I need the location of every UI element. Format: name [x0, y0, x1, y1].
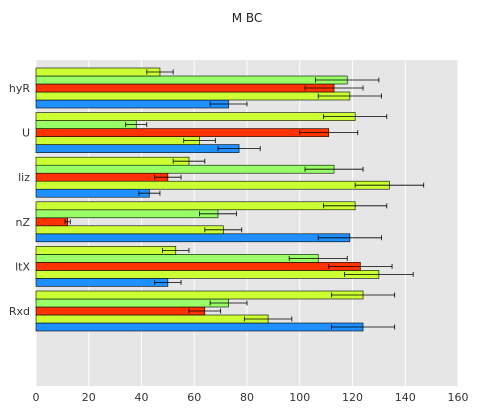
bar-Rxd-2: [35, 306, 206, 316]
x-tick-label-80: 80: [240, 391, 254, 404]
bar-nZ-4: [35, 201, 356, 211]
bar-ltX-0: [35, 278, 169, 287]
bar-Rxd-4: [35, 290, 364, 300]
x-axis-ticks: 0 20 40 60 80 100 120 140 160: [33, 391, 469, 404]
bar-Rxd-1: [35, 314, 269, 324]
x-tick-label-120: 120: [342, 391, 363, 404]
bar-ltX-3: [35, 254, 319, 263]
bar-U-4: [35, 112, 356, 121]
y-tick-label-Rxd: Rxd: [9, 305, 30, 318]
bar-hyR-3: [35, 75, 348, 85]
bar-U-1: [35, 136, 200, 145]
bar-hyR-1: [35, 91, 351, 101]
bar-hyR-4: [35, 67, 161, 77]
x-tick-label-40: 40: [135, 391, 149, 404]
y-tick-label-nZ: nZ: [15, 216, 30, 229]
bar-U-2: [35, 128, 330, 137]
bar-liz-2: [35, 172, 169, 182]
y-tick-label-U: U: [22, 127, 30, 140]
bar-U-0: [35, 144, 240, 153]
x-tick-label-160: 160: [448, 391, 469, 404]
bar-nZ-1: [35, 225, 224, 235]
x-tick-label-100: 100: [289, 391, 310, 404]
y-tick-label-ltX: ltX: [15, 260, 30, 273]
bar-liz-1: [35, 180, 390, 190]
chart-title: M BC: [232, 11, 263, 25]
bar-liz-4: [35, 156, 190, 166]
bar-liz-3: [35, 164, 335, 174]
bar-hyR-2: [35, 83, 335, 93]
x-tick-label-20: 20: [82, 391, 96, 404]
bar-nZ-3: [35, 209, 219, 219]
y-tick-label-liz: liz: [18, 171, 30, 184]
bar-liz-0: [35, 188, 150, 198]
bar-ltX-2: [35, 262, 361, 271]
x-tick-label-60: 60: [187, 391, 201, 404]
bar-hyR-0: [35, 99, 229, 109]
bar-nZ-2: [35, 217, 68, 227]
error-bars-group: [64, 69, 425, 330]
bar-Rxd-3: [35, 298, 229, 308]
x-tick-label-140: 140: [395, 391, 416, 404]
bar-Rxd-0: [35, 322, 364, 332]
x-tick-label-0: 0: [33, 391, 40, 404]
bar-nZ-0: [35, 233, 351, 243]
bar-ltX-4: [35, 246, 177, 255]
y-tick-label-hyR: hyR: [9, 82, 30, 95]
bar-ltX-1: [35, 270, 380, 279]
bar-U-3: [35, 120, 137, 129]
